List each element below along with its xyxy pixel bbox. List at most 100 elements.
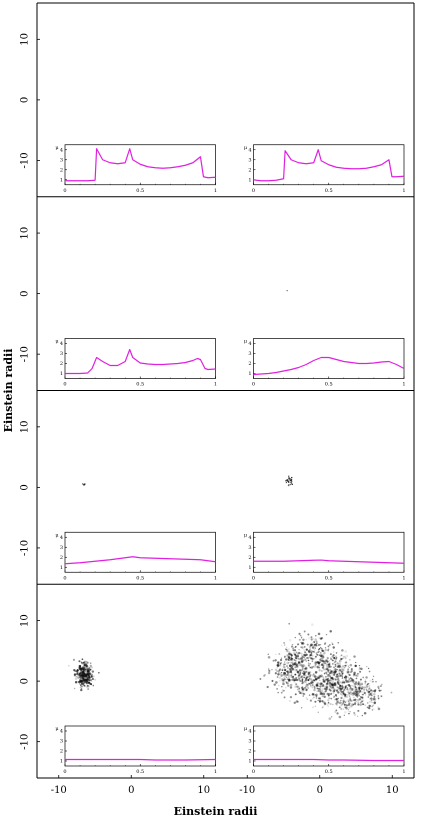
source-speck <box>286 650 289 652</box>
source-speck <box>309 648 311 651</box>
source-speck <box>313 641 315 644</box>
source-speck <box>306 657 309 659</box>
source-speck <box>282 679 285 682</box>
inset-y-tick-label: 3 <box>60 545 63 551</box>
source-speck <box>319 682 322 686</box>
inset-y-label: μ <box>55 339 59 345</box>
source-speck <box>322 678 325 681</box>
source-speck <box>334 670 337 673</box>
inset-y-tick-label: 4 <box>60 147 63 153</box>
source-speck <box>333 670 337 674</box>
source-speck <box>330 656 332 659</box>
source-speck <box>337 687 340 690</box>
source-speck <box>342 679 345 682</box>
source-speck <box>349 670 353 673</box>
source-speck <box>309 644 313 647</box>
source-speck <box>308 650 311 654</box>
source-speck <box>280 691 283 694</box>
source-speck <box>369 689 372 692</box>
source-speck <box>341 685 344 689</box>
source-speck <box>339 681 342 684</box>
source-speck <box>335 652 338 654</box>
inset-x-tick-label: 1 <box>402 382 405 388</box>
source-speck <box>314 676 317 679</box>
source-speck <box>315 641 319 645</box>
source-speck <box>328 673 330 676</box>
source-speck <box>349 699 352 702</box>
y-tick-label: 10 <box>20 33 31 46</box>
source-speck <box>74 677 78 680</box>
inset-x-tick-label: 1 <box>402 575 405 581</box>
source-speck <box>291 665 294 668</box>
source-speck <box>321 706 324 709</box>
source-speck <box>280 672 283 674</box>
source-speck <box>289 686 293 689</box>
source-speck <box>288 475 290 477</box>
source-speck <box>352 687 356 691</box>
source-speck <box>299 634 302 637</box>
source-speck <box>331 680 335 683</box>
source-speck <box>285 481 288 484</box>
source-speck <box>287 661 290 664</box>
source-speck <box>355 686 357 689</box>
inset-y-tick-label: 1 <box>248 759 251 765</box>
source-speck <box>274 668 277 671</box>
source-speck <box>374 689 377 692</box>
source-speck <box>319 658 322 661</box>
source-speck <box>267 653 269 655</box>
source-speck <box>343 681 346 684</box>
source-speck <box>329 679 332 682</box>
source-speck <box>355 677 358 680</box>
source-speck <box>329 675 332 678</box>
source-speck <box>374 699 376 702</box>
source-speck <box>357 709 360 712</box>
source-speck <box>359 690 362 693</box>
source-speck <box>342 657 344 660</box>
source-speck <box>79 684 82 686</box>
source-speck <box>367 667 370 670</box>
source-speck <box>74 681 78 684</box>
source-speck <box>277 670 280 673</box>
source-speck <box>298 688 301 690</box>
source-speck <box>271 679 274 682</box>
source-speck <box>353 675 355 677</box>
source-speck <box>370 697 373 700</box>
source-speck <box>318 697 320 700</box>
source-speck <box>298 690 301 693</box>
source-speck <box>321 693 324 696</box>
source-speck <box>332 654 335 657</box>
source-speck <box>81 682 83 685</box>
source-speck <box>88 672 92 676</box>
inset-y-tick-label: 2 <box>60 555 63 561</box>
source-speck <box>378 689 381 692</box>
source-speck <box>319 679 321 682</box>
source-speck <box>349 687 352 689</box>
source-speck <box>80 685 84 688</box>
source-speck <box>84 678 86 680</box>
source-speck <box>325 671 328 674</box>
source-speck <box>377 706 380 709</box>
source-speck <box>332 703 334 706</box>
source-speck <box>345 679 348 682</box>
source-speck <box>88 676 91 679</box>
source-speck <box>339 669 342 672</box>
source-speck <box>348 678 351 681</box>
inset-y-tick-label: 2 <box>60 749 63 755</box>
source-speck <box>347 689 349 691</box>
source-speck <box>354 686 357 688</box>
source-speck <box>324 687 327 691</box>
source-speck <box>344 693 347 696</box>
source-speck <box>282 665 286 668</box>
source-speck <box>334 663 337 666</box>
source-speck <box>331 673 334 676</box>
source-speck <box>301 682 304 685</box>
source-speck <box>295 645 297 648</box>
source-speck <box>338 684 342 688</box>
source-speck <box>334 672 337 675</box>
source-speck <box>315 635 317 637</box>
source-speck <box>368 704 371 708</box>
inset-frame <box>64 338 216 379</box>
source-speck <box>295 653 299 656</box>
source-speck <box>360 687 363 690</box>
source-speck <box>321 649 324 652</box>
